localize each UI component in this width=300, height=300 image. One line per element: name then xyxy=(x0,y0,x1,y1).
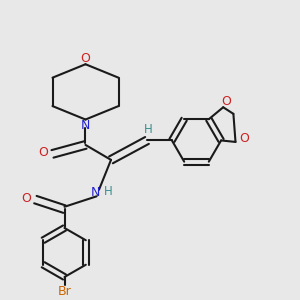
Text: H: H xyxy=(144,123,153,136)
Text: Br: Br xyxy=(58,285,71,298)
Text: O: O xyxy=(81,52,90,65)
Text: H: H xyxy=(103,185,112,198)
Text: O: O xyxy=(22,192,31,205)
Text: N: N xyxy=(81,119,90,132)
Text: O: O xyxy=(239,132,249,146)
Text: O: O xyxy=(39,146,48,160)
Text: O: O xyxy=(221,95,231,108)
Text: N: N xyxy=(91,186,100,199)
